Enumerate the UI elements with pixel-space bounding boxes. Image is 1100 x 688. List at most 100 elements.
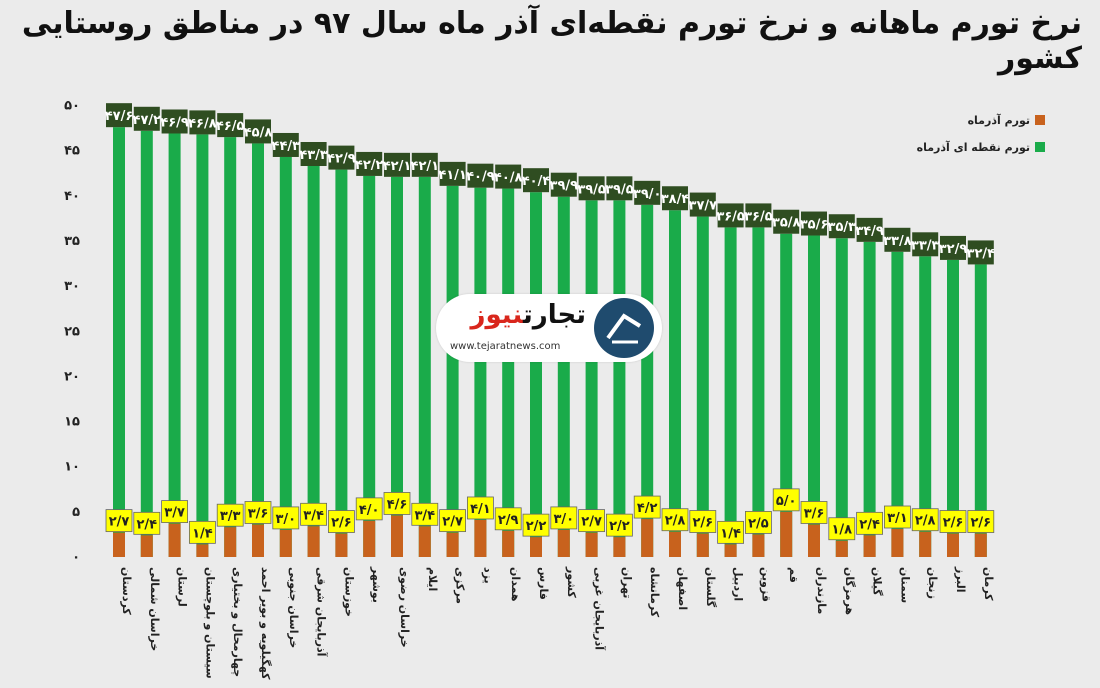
monthly-data-label: ۳/۱ (887, 511, 908, 526)
x-category-label: البرز (954, 566, 967, 593)
x-category-label: قزوین (759, 567, 772, 602)
monthly-label-box (745, 511, 772, 534)
monthly-label-box (884, 505, 911, 529)
monthly-label-box (772, 488, 800, 512)
point-inflation-bar (140, 130, 153, 557)
monthly-inflation-bar (947, 533, 959, 557)
logo-name-part1: تجارت (523, 300, 586, 330)
y-tick-label: ۱۵ (64, 415, 80, 430)
point-label-box (133, 106, 160, 131)
monthly-data-label: ۲/۶ (970, 516, 991, 531)
monthly-label-box (967, 510, 995, 533)
point-inflation-bar (835, 238, 848, 557)
monthly-inflation-bar (919, 531, 932, 557)
x-category-label: هرمزگان (843, 567, 856, 615)
monthly-inflation-bar (418, 526, 431, 557)
monthly-data-label: ۲/۸ (665, 514, 686, 529)
point-label-box (356, 151, 383, 176)
legend: تورم آذرماه تورم نقطه ای آذرماه (917, 113, 1045, 154)
point-label-box (106, 103, 132, 128)
point-inflation-bar (585, 200, 598, 557)
x-category-label: زنجان (926, 567, 939, 599)
point-label-box (439, 161, 466, 186)
monthly-inflation-bar (224, 527, 237, 557)
point-data-label: ۴۰/۴ (522, 174, 551, 189)
point-label-box (523, 168, 549, 193)
logo-name-part2: نیوز (470, 300, 524, 330)
monthly-data-label: ۳/۰ (553, 512, 574, 527)
monthly-data-label: ۳/۳ (220, 509, 241, 524)
monthly-label-box (244, 501, 272, 524)
point-label-box (411, 152, 438, 177)
x-axis-categories: کردستان خراسان شمالی لرستان سیستان و بلوچست… (120, 566, 995, 680)
point-label-box (662, 186, 688, 211)
legend-label: تورم آذرماه (968, 113, 1030, 127)
point-data-label: ۳۳/۳ (911, 238, 940, 253)
x-category-label: قم (787, 567, 800, 583)
point-label-box (550, 172, 577, 197)
point-data-label: ۴۶/۸ (188, 116, 217, 131)
monthly-data-label: ۴/۲ (637, 501, 658, 516)
monthly-inflation-bar (502, 530, 515, 557)
x-category-label: چهارمحال و بختیاری (231, 567, 244, 677)
monthly-data-label: ۲/۶ (331, 516, 352, 531)
point-data-label: ۳۵/۶ (800, 218, 829, 233)
logo-name: تجارتنیوز (471, 300, 587, 330)
point-inflation-bar (752, 227, 765, 557)
point-inflation-bar (446, 185, 459, 557)
point-inflation-bar (530, 192, 542, 558)
point-inflation-bar (919, 256, 932, 557)
monthly-inflation-bar (307, 526, 320, 557)
monthly-data-label: ۲/۶ (943, 516, 964, 531)
point-inflation-bar (669, 210, 681, 558)
point-label-box (828, 214, 855, 239)
monthly-inflation-bar (335, 533, 348, 557)
monthly-data-label: ۲/۷ (109, 515, 130, 530)
y-tick-label: ۴۵ (64, 144, 80, 159)
point-label-box (189, 110, 216, 135)
point-data-label: ۳۵/۸ (772, 216, 801, 231)
x-category-label: مازندران (815, 567, 828, 614)
chart-title: نرخ تورم ماهانه و نرخ تورم نقطه‌ای آذر م… (21, 6, 1082, 76)
point-label-box (328, 145, 355, 170)
monthly-inflation-bar (835, 540, 848, 557)
point-label-box (773, 209, 800, 234)
legend-swatch (1035, 142, 1045, 152)
monthly-label-box (300, 502, 328, 526)
monthly-data-label: ۲/۲ (526, 519, 547, 534)
point-label-box (745, 203, 772, 228)
x-category-label: خراسان رضوی (398, 567, 411, 648)
y-tick-label: ۰ (72, 550, 80, 565)
x-category-label: بوشهر (370, 566, 383, 603)
x-category-label: اصفهان (676, 567, 689, 610)
monthly-data-label: ۱/۸ (831, 523, 852, 538)
monthly-inflation-bar (974, 533, 987, 557)
monthly-inflation-bar (780, 511, 793, 557)
y-tick-label: ۴۰ (64, 189, 80, 204)
point-inflation-bar (418, 176, 431, 557)
monthly-label-box (133, 511, 161, 535)
point-label-box (801, 211, 827, 236)
monthly-data-label: ۲/۷ (581, 515, 602, 530)
monthly-inflation-bar (891, 529, 904, 557)
point-label-box (940, 235, 966, 260)
point-label-box (272, 132, 299, 157)
monthly-label-box (439, 509, 467, 533)
monthly-inflation-bar (168, 523, 181, 557)
point-data-label: ۳۷/۷ (689, 199, 718, 214)
point-inflation-bar (641, 204, 654, 557)
monthly-label-box (161, 500, 189, 523)
point-label-box (689, 192, 716, 217)
point-data-label: ۴۶/۹ (160, 115, 189, 130)
point-inflation-bar (113, 127, 125, 557)
monthly-label-box (717, 520, 744, 544)
logo-emblem-icon (594, 298, 654, 358)
monthly-label-box (383, 492, 411, 515)
point-label-box (384, 152, 410, 177)
monthly-label-box (633, 495, 661, 519)
monthly-inflation-bar (696, 533, 709, 557)
point-inflation-bar (391, 176, 403, 557)
monthly-label-box (856, 511, 883, 535)
monthly-data-label: ۴/۶ (387, 497, 408, 512)
monthly-inflation-bar (391, 515, 403, 557)
